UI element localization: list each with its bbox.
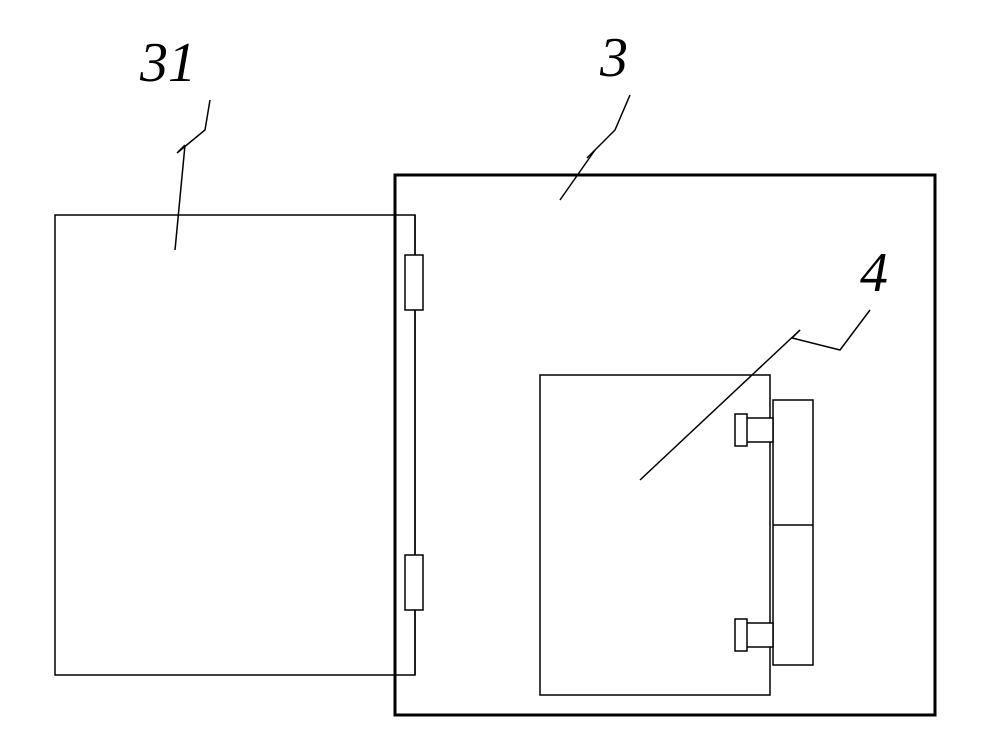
label-3: 3 — [600, 30, 628, 86]
label-4: 4 — [860, 245, 888, 301]
label-31: 31 — [140, 35, 196, 91]
diagram-canvas — [0, 0, 1000, 750]
